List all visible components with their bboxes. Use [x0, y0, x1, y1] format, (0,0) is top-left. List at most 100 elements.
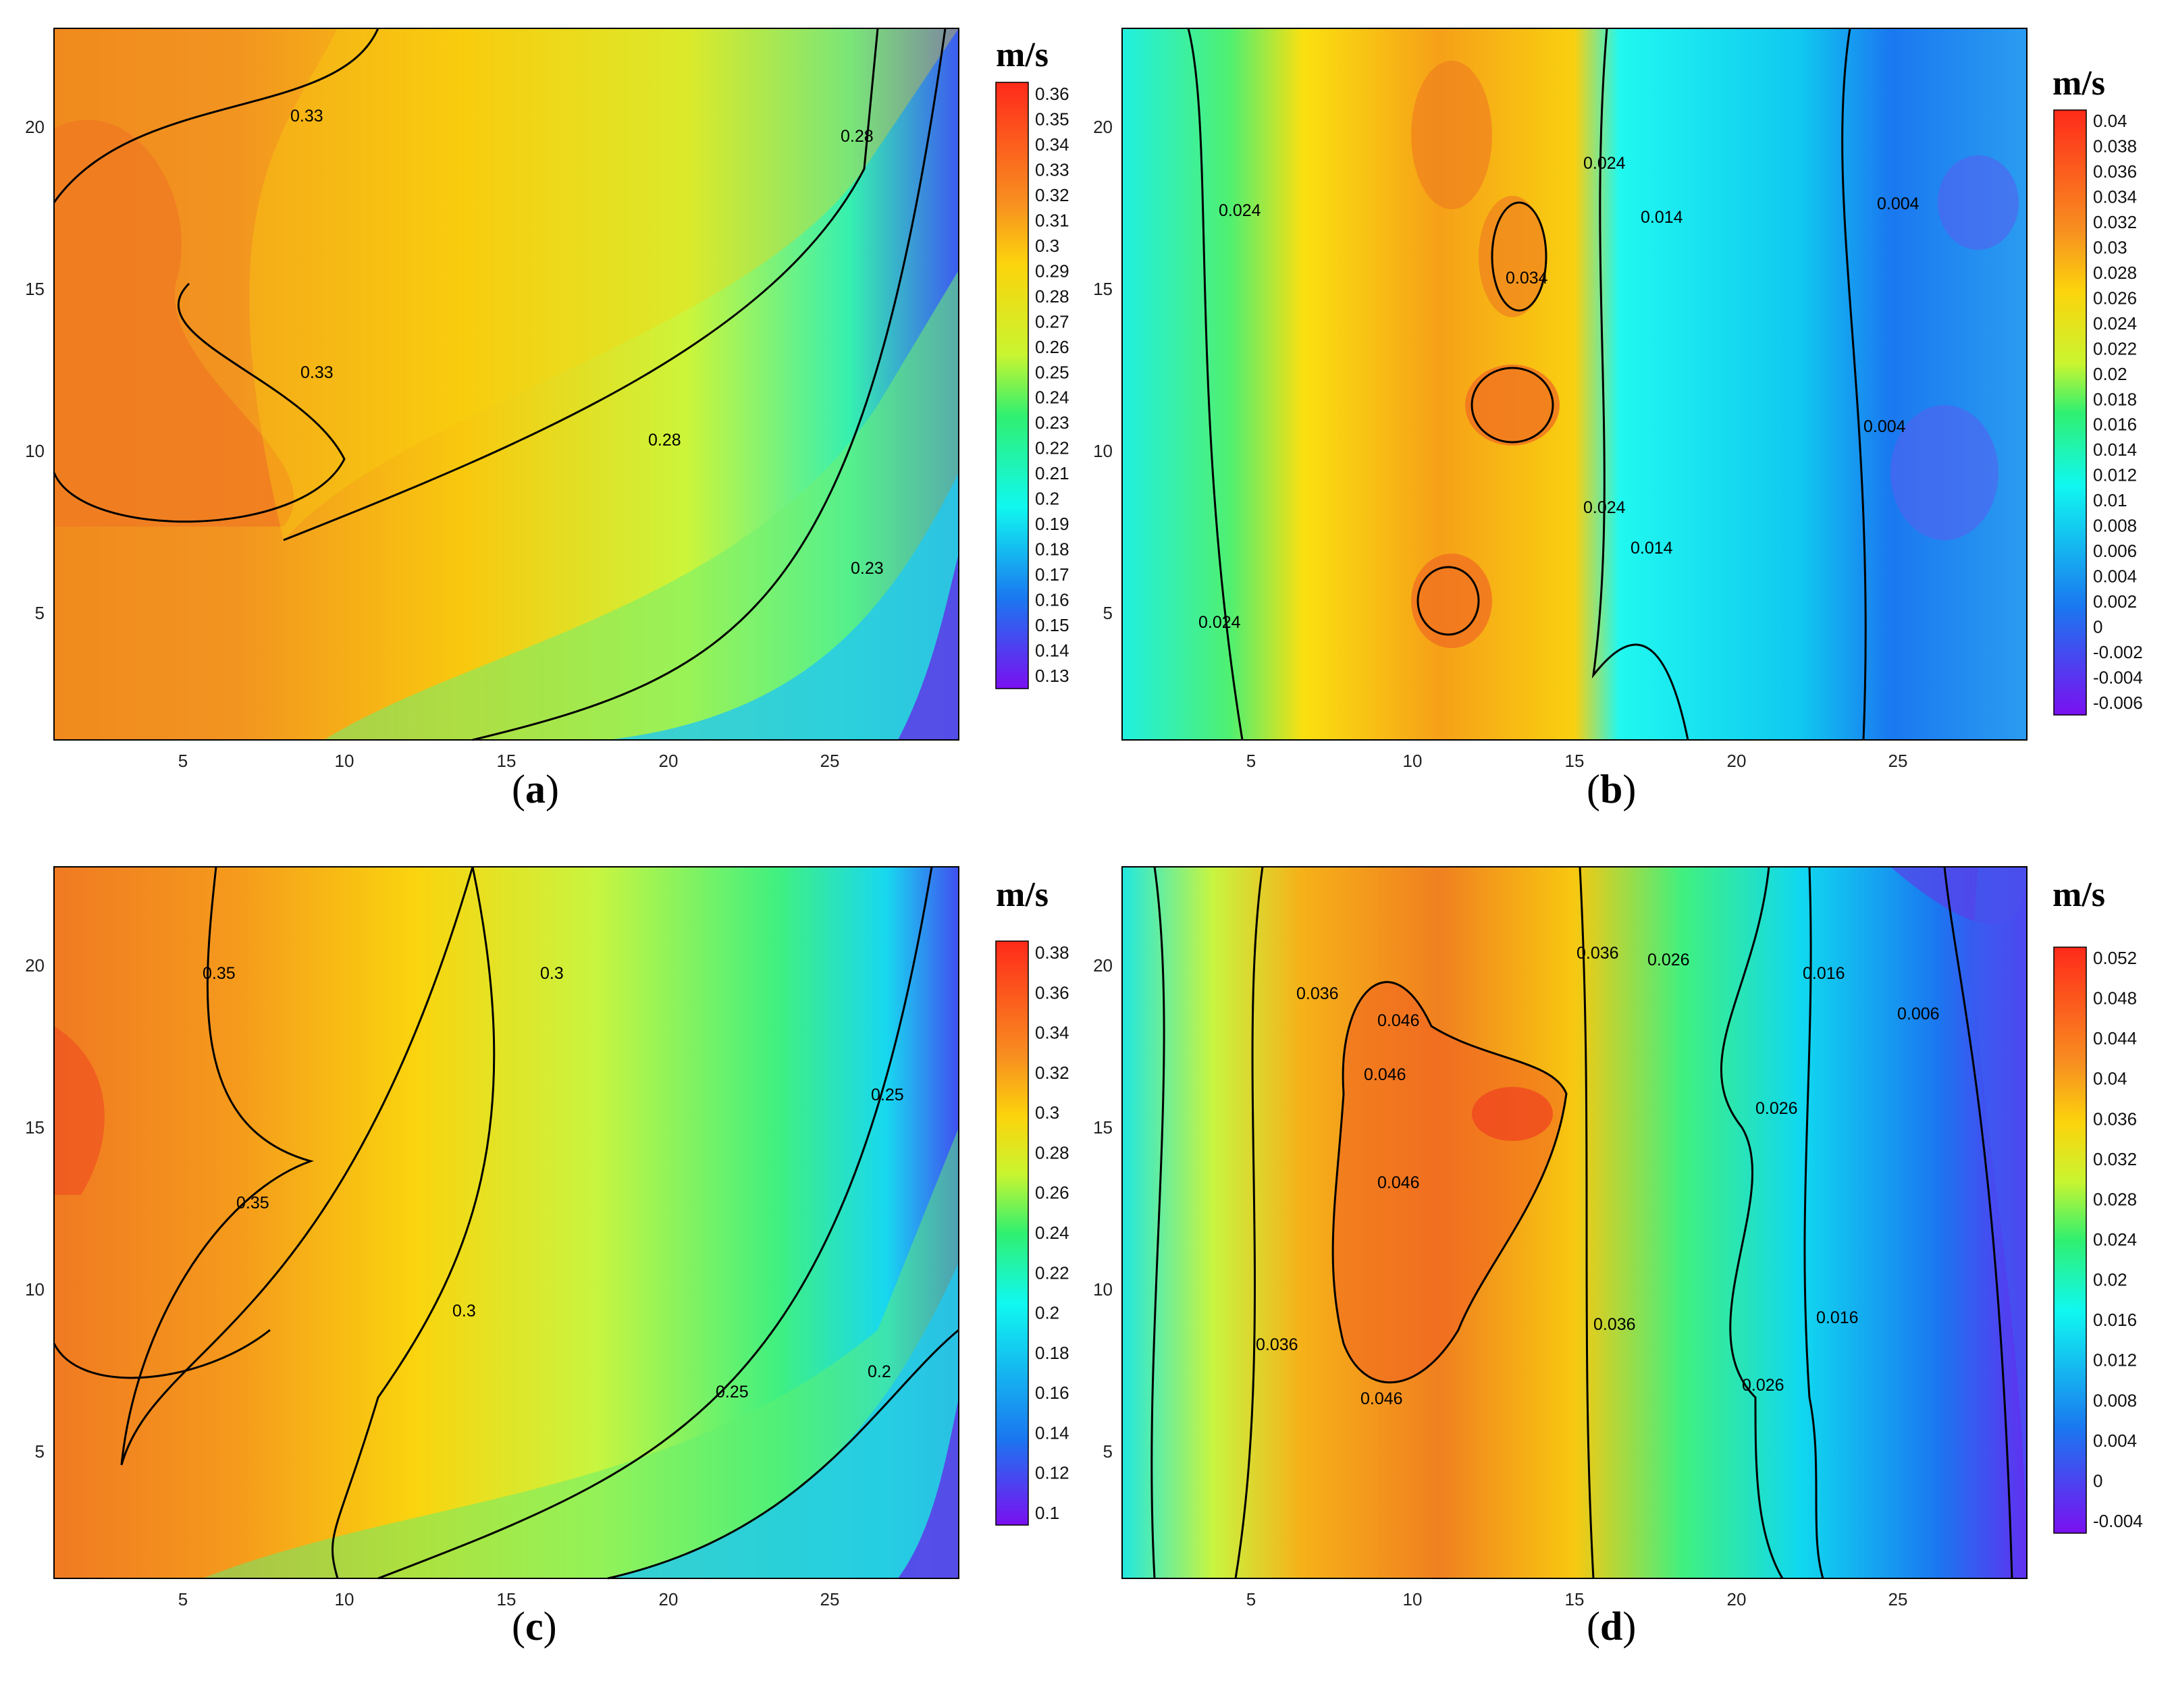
contour-label: 0.036	[1593, 1315, 1636, 1334]
contour-region	[898, 554, 959, 740]
colorbar-tick-label: 0.25	[1035, 362, 1069, 382]
contour-line	[607, 1329, 959, 1580]
colorbar-tick-label: 0.14	[1035, 1422, 1069, 1443]
x-tick-label: 15	[1565, 1589, 1585, 1609]
y-tick-label: 10	[25, 1279, 45, 1300]
colorbar-tick-label: 0.044	[2093, 1028, 2137, 1048]
colorbar-tick-label: 0.23	[1035, 412, 1069, 433]
x-tick-label: 5	[1246, 1589, 1256, 1609]
colorbar-tick-label: 0.27	[1035, 311, 1069, 331]
contour-region	[1411, 61, 1492, 209]
colorbar-tick-label: 0.004	[2093, 1431, 2137, 1451]
y-tick-label: 5	[35, 1441, 45, 1462]
contour-region	[1890, 405, 1998, 540]
panel-d: 0.036 0.036 0.036 0.036 0.046 0.046 0.04…	[1080, 857, 2172, 1708]
contour-label: 0.25	[871, 1086, 904, 1104]
x-tick-label: 20	[1727, 751, 1747, 771]
contour-label: 0.026	[1755, 1099, 1798, 1118]
colorbar-tick-label: 0.008	[2093, 516, 2137, 536]
caption-letter: c	[525, 1604, 544, 1649]
colorbar-tick-label: 0.22	[1035, 438, 1069, 458]
colorbar-labels: 0.04 0.038 0.036 0.034 0.032 0.03 0.028 0.026 0.…	[2093, 111, 2143, 713]
x-tick-label: 5	[178, 751, 188, 771]
y-tick-label: 15	[1093, 1117, 1113, 1138]
contour-label: 0.046	[1364, 1065, 1406, 1084]
colorbar-tick-label: 0.22	[1035, 1262, 1069, 1283]
x-tick-label: 25	[1888, 1589, 1908, 1609]
y-tick-label: 15	[1093, 279, 1113, 299]
colorbar-tick-label: 0.036	[2093, 1109, 2137, 1129]
contour-region	[1411, 554, 1492, 648]
contour-label: 0.024	[1583, 154, 1626, 173]
colorbar-labels: 0.36 0.35 0.34 0.33 0.32 0.31 0.3 0.29 0.28 0.27 0…	[1035, 84, 1069, 686]
caption: (d)	[1587, 1604, 1637, 1649]
contour-region	[1472, 1087, 1553, 1141]
x-tick-label: 10	[335, 1589, 354, 1609]
colorbar-tick-label: 0.21	[1035, 463, 1069, 483]
contour-label: 0.046	[1360, 1389, 1403, 1408]
contour-label: 0.33	[290, 107, 323, 126]
colorbar-unit: m/s	[2052, 64, 2105, 103]
colorbar-tick-label: 0.35	[1035, 109, 1069, 129]
contour-region	[203, 1127, 959, 1578]
colorbar-tick-label: 0.034	[2093, 186, 2137, 207]
plot-frame	[1121, 866, 2028, 1579]
colorbar-tick-label: 0.32	[1035, 1063, 1069, 1083]
contour-label: 0.35	[236, 1194, 269, 1212]
contour-line	[1591, 28, 1689, 741]
x-tick-label: 20	[659, 751, 679, 771]
contour-region	[1974, 867, 2027, 1578]
contour-line	[1579, 866, 1595, 1579]
colorbar-labels: 0.38 0.36 0.34 0.32 0.3 0.28 0.26 0.24 0.22 0.2 0.…	[1035, 942, 1069, 1523]
colorbar-tick-label: 0.03	[2093, 237, 2127, 257]
colorbar-tick-label: 0.002	[2093, 591, 2137, 612]
caption: (a)	[512, 767, 559, 811]
contour-line	[1416, 566, 1480, 636]
x-tick-label: 25	[820, 751, 840, 771]
colorbar-tick-label: 0.032	[2093, 1149, 2137, 1169]
contour-label: 0.004	[1863, 417, 1906, 436]
colorbar-tick-label: 0.016	[2093, 415, 2137, 435]
colorbar-tick-label: 0.38	[1035, 942, 1069, 963]
contour-region	[1938, 155, 2019, 250]
colorbar-tick-label: 0.24	[1035, 388, 1069, 408]
colorbar-tick-label: 0.052	[2093, 948, 2137, 968]
colorbar-tick-label: 0.04	[2093, 111, 2127, 131]
colorbar-tick-label: 0	[2093, 617, 2102, 637]
colorbar-tick-label: 0.29	[1035, 261, 1069, 281]
colorbar-tick-label: 0.14	[1035, 641, 1069, 661]
contour-region	[54, 1026, 105, 1195]
colorbar-tick-label: 0.17	[1035, 564, 1069, 585]
colorbar-tick-label: 0.048	[2093, 988, 2137, 1009]
colorbar-tick-label: -0.006	[2093, 693, 2143, 713]
caption: (b)	[1587, 767, 1637, 811]
x-tick-label: 15	[497, 1589, 516, 1609]
colorbar-tick-label: 0.24	[1035, 1223, 1069, 1243]
caption-letter: d	[1599, 1604, 1623, 1649]
colorbar-tick-label: 0.04	[2093, 1069, 2127, 1089]
colorbar-tick-label: 0.022	[2093, 338, 2137, 358]
colorbar	[995, 940, 1029, 1526]
contour-label: 0.3	[452, 1302, 476, 1320]
colorbar-tick-label: 0.19	[1035, 514, 1069, 534]
colorbar-tick-label: 0.014	[2093, 439, 2137, 460]
colorbar-tick-label: 0.02	[2093, 1270, 2127, 1290]
colorbar-tick-label: 0.012	[2093, 465, 2137, 485]
colorbar-tick-label: 0.16	[1035, 590, 1069, 610]
colorbar-tick-label: -0.004	[2093, 668, 2143, 688]
panel-b: 0.024 0.024 0.024 0.024 0.034 0.014 0.01…	[1080, 0, 2172, 857]
colorbar-tick-label: 0.02	[2093, 364, 2127, 384]
colorbar-tick-label: 0.2	[1035, 1303, 1059, 1323]
contour-label: 0.016	[1816, 1308, 1859, 1327]
colorbar-tick-label: 0.028	[2093, 263, 2137, 283]
y-tick-label: 10	[1093, 1279, 1113, 1300]
panel-c: 0.35 0.35 0.3 0.3 0.25 0.25 0.2 5 10 15 …	[0, 857, 1080, 1708]
colorbar-tick-label: 0.15	[1035, 615, 1069, 635]
contour-line	[120, 866, 474, 1466]
x-tick-label: 10	[1403, 751, 1423, 771]
contour-label: 0.036	[1577, 944, 1619, 963]
contour-line	[1150, 866, 1165, 1579]
plot-frame	[53, 866, 959, 1579]
x-tick-label: 15	[1565, 751, 1585, 771]
x-tick-label: 20	[1727, 1589, 1747, 1609]
